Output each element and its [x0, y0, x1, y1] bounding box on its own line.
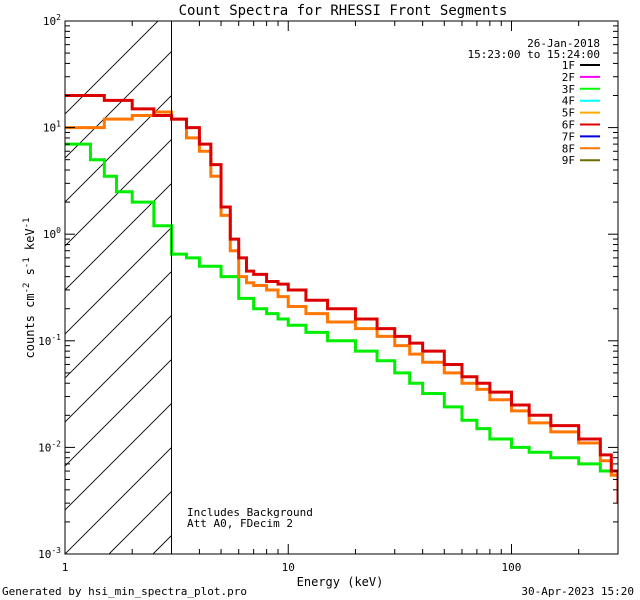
annotation-background: Includes Background [187, 506, 313, 519]
footer-timestamp: 30-Apr-2023 15:20 [521, 585, 634, 598]
y-tick-label: 102 [43, 13, 61, 28]
y-axis-label: counts cm-2 s-1 keV-1 [22, 218, 37, 359]
y-tick-label: 10-1 [38, 333, 61, 348]
legend-label: 9F [562, 154, 575, 167]
y-tick-label: 10-2 [38, 439, 61, 454]
x-tick-labels: 1 10 100 [62, 561, 522, 574]
legend-label: 4F [562, 95, 575, 108]
hatch-line [65, 21, 159, 115]
hatch-mask [171, 21, 618, 554]
y-tick-label: 100 [43, 226, 61, 241]
legend-label: 6F [562, 119, 575, 132]
series-layer [65, 94, 618, 504]
date-label: 26-Jan-2018 [527, 37, 600, 50]
legend-label: 5F [562, 107, 575, 120]
footer-generated-by: Generated by hsi_min_spectra_plot.pro [2, 585, 247, 598]
legend-label: 3F [562, 83, 575, 96]
y-tick-label: 10-3 [38, 546, 61, 561]
x-tick-label: 1 [62, 561, 69, 574]
legend-label: 7F [562, 130, 575, 143]
x-tick-label: 100 [502, 561, 522, 574]
x-tick-label: 10 [282, 561, 295, 574]
hatch-line [65, 21, 203, 159]
x-axis-label: Energy (keV) [297, 575, 384, 589]
series-line-3f [65, 142, 618, 480]
y-tick-label: 101 [43, 120, 61, 135]
annotation-attenuator: Att A0, FDecim 2 [187, 517, 293, 530]
axis-ticks [64, 20, 619, 555]
plot-frame [64, 20, 619, 555]
chart-title: Count Spectra for RHESSI Front Segments [179, 3, 508, 19]
legend-label: 1F [562, 59, 575, 72]
hatched-background-region [65, 21, 618, 554]
legend-label: 8F [562, 142, 575, 155]
legend-label: 2F [562, 71, 575, 84]
time-range-label: 15:23:00 to 15:24:00 [468, 48, 600, 61]
series-line-6f [65, 94, 618, 504]
y-tick-labels: 102 101 100 10-1 10-2 10-3 [38, 13, 61, 561]
